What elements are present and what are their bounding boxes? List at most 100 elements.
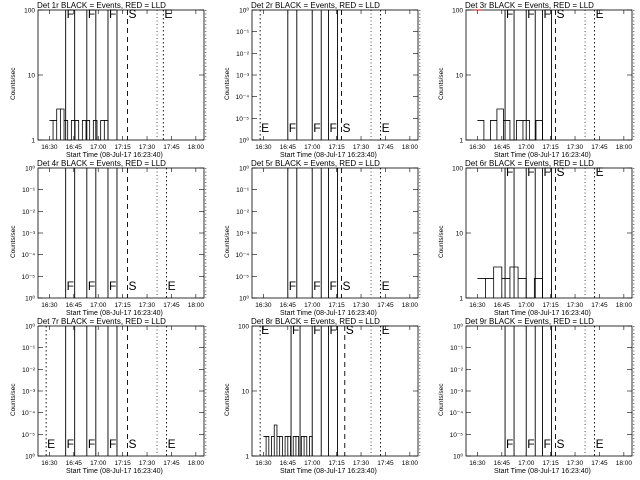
marker-label: S	[346, 323, 354, 337]
marker-label: F	[313, 323, 320, 337]
marker-label: F	[506, 437, 513, 451]
x-tick-label: 17:45	[377, 460, 394, 467]
y-tick-label: 100	[24, 8, 35, 15]
marker-label: E	[596, 437, 604, 451]
marker-label: F	[329, 279, 336, 293]
x-tick-label: 17:45	[163, 460, 180, 467]
x-tick-label: 17:30	[353, 460, 370, 467]
x-tick-label: 17:15	[114, 302, 131, 309]
x-tick-label: 17:15	[114, 460, 131, 467]
marker-label: S	[129, 7, 137, 21]
series-events	[263, 424, 313, 457]
marker-label: E	[168, 437, 176, 451]
y-tick-label: 10⁰	[25, 295, 35, 303]
y-tick-label: 1	[31, 138, 35, 145]
y-tick-label: 10⁻¹	[236, 187, 250, 194]
marker-label: F	[313, 121, 320, 135]
marker-label: F	[527, 437, 534, 451]
marker-label: E	[596, 165, 604, 179]
x-axis-label: Start Time (08-Jul-17 16:23:40)	[280, 468, 377, 475]
y-tick-label: 10⁻³	[22, 389, 36, 396]
x-tick-label: 17:00	[518, 460, 535, 467]
y-tick-label: 1	[459, 138, 463, 145]
panel-title: Det 7r BLACK = Events, RED = LLD	[37, 317, 166, 326]
marker-label: S	[343, 121, 351, 135]
x-tick-label: 17:15	[114, 144, 131, 151]
y-tick-label: 10	[28, 73, 36, 80]
marker-label: F	[543, 165, 550, 179]
x-tick-label: 17:15	[328, 460, 345, 467]
x-tick-label: 18:00	[616, 144, 633, 151]
x-axis-label: Start Time (08-Jul-17 16:23:40)	[494, 468, 591, 475]
marker-label: F	[67, 7, 74, 21]
panel-title: Det 6r BLACK = Events, RED = LLD	[465, 159, 594, 168]
y-tick-label: 10⁰	[25, 323, 35, 331]
marker-label: E	[168, 279, 176, 293]
x-tick-label: 16:45	[494, 302, 511, 309]
y-tick-label: 10⁻¹	[450, 345, 464, 352]
marker-label: S	[557, 7, 565, 21]
y-tick-label: 10⁰	[25, 453, 35, 461]
panel-title: Det 4r BLACK = Events, RED = LLD	[37, 159, 166, 168]
x-tick-label: 16:30	[41, 144, 58, 151]
y-tick-label: 10⁻²	[450, 367, 464, 374]
x-tick-label: 17:45	[591, 144, 608, 151]
y-tick-label: 10⁻⁵	[22, 274, 36, 281]
y-tick-label: 10⁻⁴	[22, 252, 36, 259]
x-tick-label: 17:15	[542, 302, 559, 309]
x-tick-label: 17:00	[90, 144, 107, 151]
x-tick-label: 17:00	[304, 460, 321, 467]
x-tick-label: 18:00	[188, 460, 205, 467]
series-events	[477, 266, 543, 299]
y-tick-label: 10⁻⁴	[22, 410, 36, 417]
y-tick-label: 10⁰	[25, 165, 35, 173]
marker-label: S	[129, 279, 137, 293]
panel-title: Det 9r BLACK = Events, RED = LLD	[465, 317, 594, 326]
panel-title: Det 1r BLACK = Events, RED = LLD	[37, 1, 166, 10]
x-tick-label: 18:00	[616, 460, 633, 467]
x-tick-label: 17:00	[90, 302, 107, 309]
y-tick-label: 1	[245, 454, 249, 461]
y-tick-label: 10	[456, 73, 464, 80]
y-tick-label: 10⁰	[239, 137, 249, 145]
x-tick-label: 16:30	[255, 302, 272, 309]
y-tick-label: 10⁻³	[236, 231, 250, 238]
y-tick-label: 10	[242, 389, 250, 396]
y-tick-label: 1	[459, 296, 463, 303]
x-tick-label: 16:45	[280, 302, 297, 309]
x-tick-label: 17:30	[353, 144, 370, 151]
marker-label: F	[506, 165, 513, 179]
x-tick-label: 17:15	[542, 144, 559, 151]
y-tick-label: 10⁻¹	[22, 345, 36, 352]
x-tick-label: 16:45	[280, 460, 297, 467]
marker-label: E	[382, 279, 390, 293]
x-tick-label: 18:00	[188, 144, 205, 151]
x-tick-label: 16:30	[469, 144, 486, 151]
x-tick-label: 17:45	[377, 302, 394, 309]
x-tick-label: 17:15	[328, 144, 345, 151]
panel-title: Det 5r BLACK = Events, RED = LLD	[251, 159, 380, 168]
y-tick-label: 10⁰	[453, 453, 463, 461]
x-tick-label: 18:00	[616, 302, 633, 309]
marker-label: F	[67, 437, 74, 451]
x-axis-label: Start Time (08-Jul-17 16:23:40)	[66, 310, 163, 317]
marker-label: F	[88, 279, 95, 293]
series-events	[477, 108, 543, 141]
x-tick-label: 17:30	[567, 144, 584, 151]
marker-label: E	[164, 7, 172, 21]
y-tick-label: 10⁻³	[22, 231, 36, 238]
marker-label: F	[109, 7, 116, 21]
x-tick-label: 17:30	[139, 144, 156, 151]
y-tick-label: 100	[238, 324, 249, 331]
marker-label: E	[596, 7, 604, 21]
y-tick-label: 10	[456, 231, 464, 238]
marker-label: F	[527, 7, 534, 21]
x-tick-label: 16:30	[41, 302, 58, 309]
y-tick-label: 10⁻¹	[236, 29, 250, 36]
x-tick-label: 16:30	[255, 460, 272, 467]
x-tick-label: 17:00	[518, 144, 535, 151]
x-tick-label: 17:30	[567, 302, 584, 309]
x-tick-label: 17:30	[353, 302, 370, 309]
